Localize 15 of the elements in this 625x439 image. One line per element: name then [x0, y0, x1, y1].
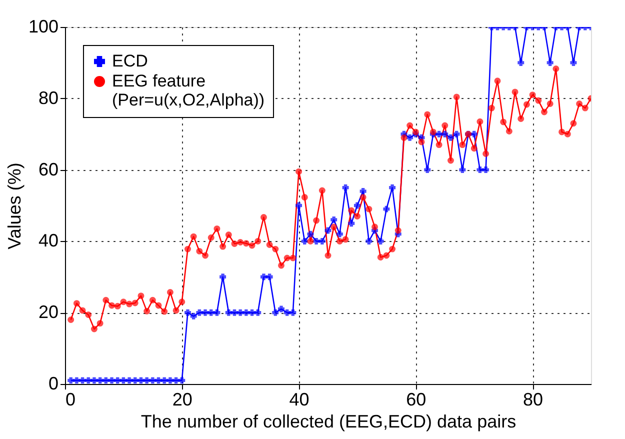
legend-label: EEG feature (Per=u(x,O2,Alpha))	[112, 72, 265, 110]
x-axis-title: The number of collected (EEG,ECD) data pairs	[140, 412, 516, 432]
y-tick-label: 100	[28, 16, 58, 36]
legend-label: ECD	[112, 52, 148, 70]
x-tick-label: 0	[66, 390, 76, 410]
y-tick-label: 80	[38, 88, 58, 108]
x-tick-label: 60	[406, 390, 426, 410]
y-tick-label: 40	[38, 230, 58, 251]
y-tick-label: 20	[38, 302, 58, 322]
y-tick-label: 0	[48, 374, 58, 394]
x-tick-label: 20	[172, 390, 192, 410]
x-tick-label: 80	[523, 390, 544, 410]
x-tick-label: 40	[289, 390, 310, 410]
y-axis-title: Values (%)	[4, 162, 24, 250]
y-tick-label: 60	[38, 159, 58, 180]
